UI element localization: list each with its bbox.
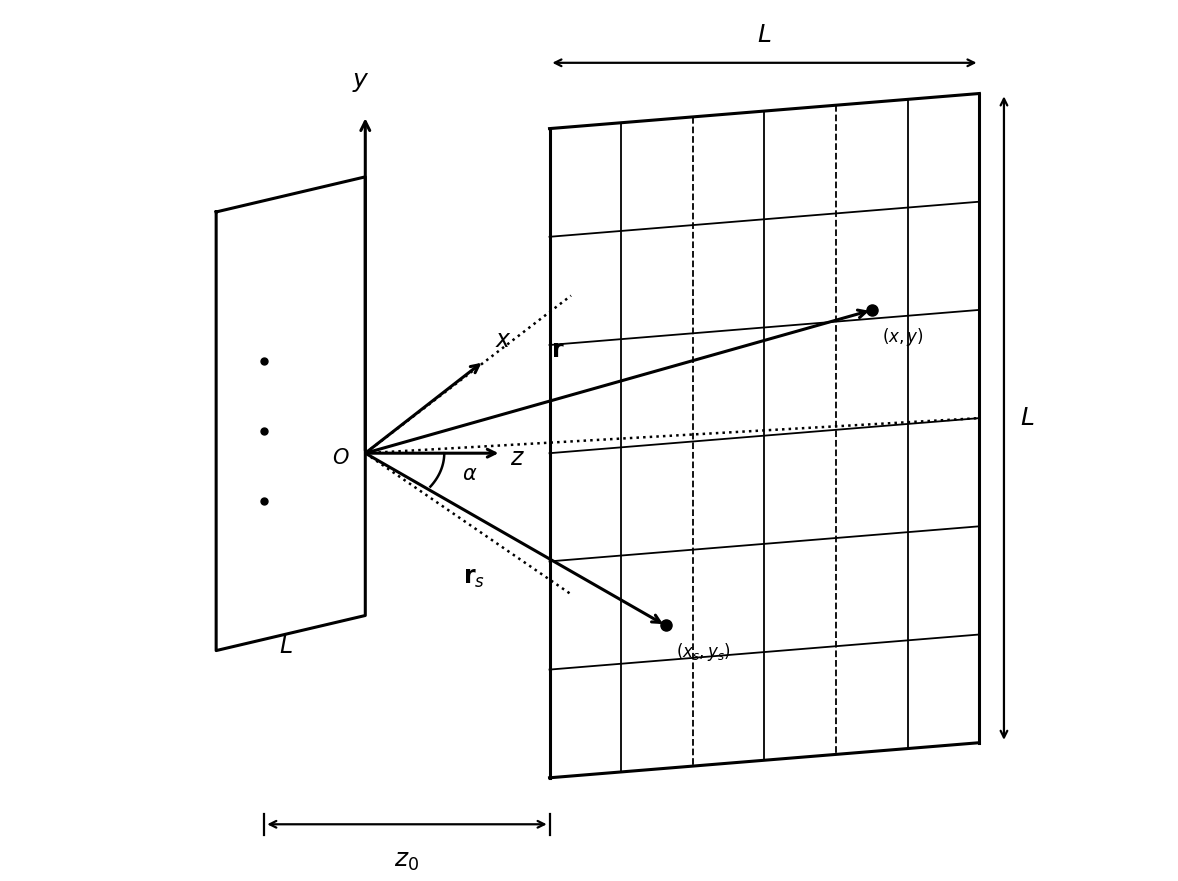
Text: $L$: $L$ (1020, 406, 1034, 430)
Text: $y$: $y$ (352, 70, 370, 93)
Text: $L$: $L$ (757, 23, 772, 47)
Text: $\mathbf{r}$: $\mathbf{r}$ (551, 338, 565, 362)
Text: $O$: $O$ (332, 448, 350, 468)
Text: $\alpha$: $\alpha$ (462, 463, 477, 484)
Text: $\mathbf{r}_s$: $\mathbf{r}_s$ (463, 566, 485, 589)
Text: $(x_s, y_s)$: $(x_s, y_s)$ (676, 641, 732, 663)
Text: $L$: $L$ (279, 634, 293, 658)
Text: $z_0$: $z_0$ (395, 849, 419, 873)
Text: $x$: $x$ (495, 329, 512, 352)
Text: $z$: $z$ (510, 446, 525, 470)
Text: $(x, y)$: $(x, y)$ (882, 326, 925, 348)
